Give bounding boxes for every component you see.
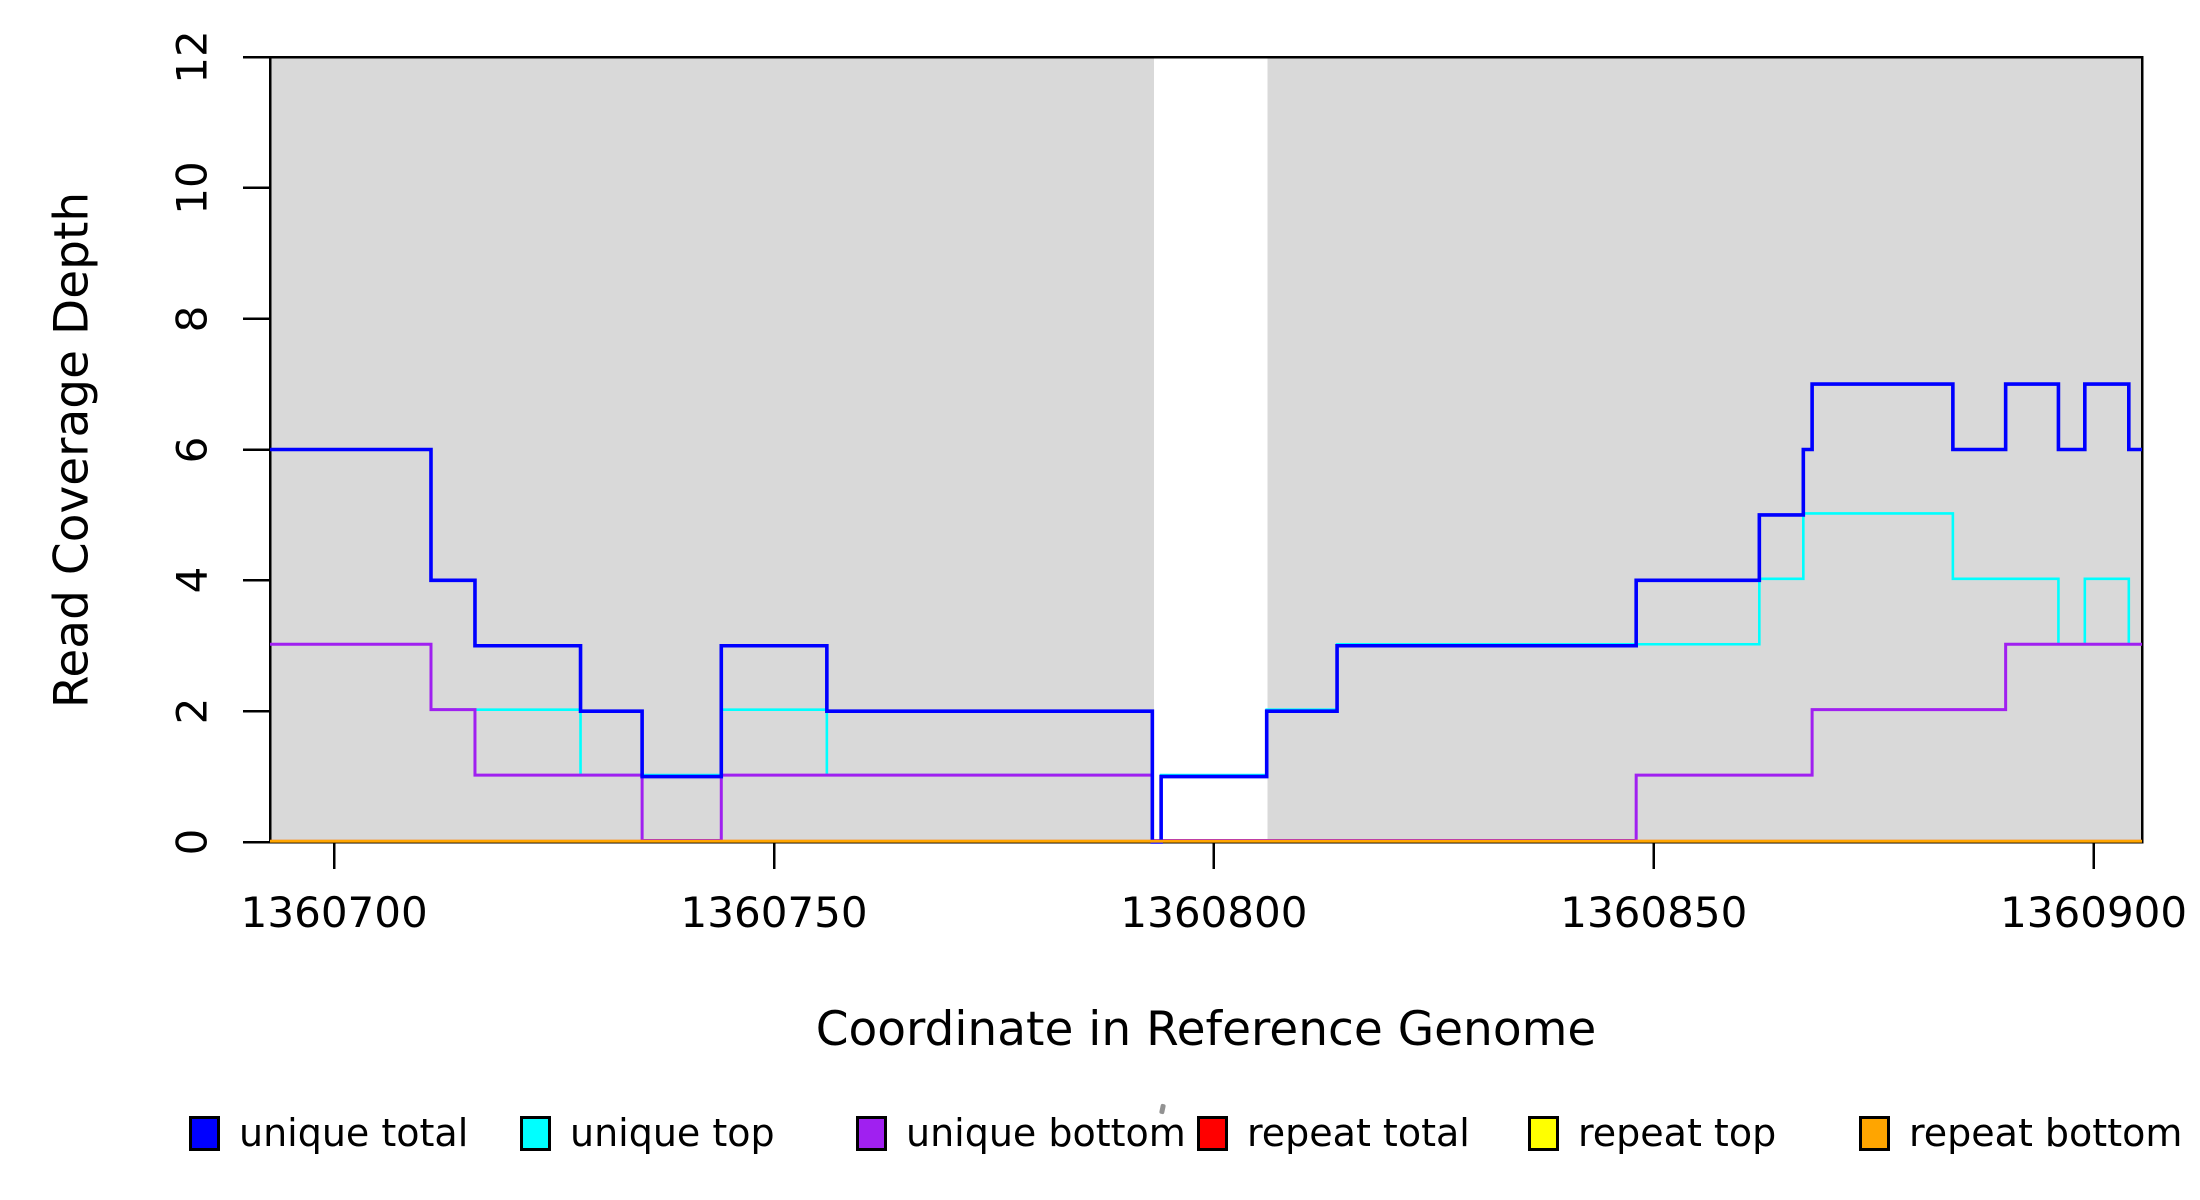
y-tick-label: 4: [167, 566, 217, 594]
unique-top-swatch-icon: [520, 1115, 551, 1151]
legend-label: repeat top: [1578, 1111, 1777, 1155]
legend-label: repeat bottom: [1909, 1111, 2183, 1155]
x-tick-label: 1360900: [2000, 888, 2188, 937]
y-axis-title: Read Coverage Depth: [44, 191, 100, 709]
x-tick-label: 1360850: [1560, 888, 1748, 937]
legend-item-unique-total: unique total: [189, 1111, 469, 1155]
y-tick-label: 2: [167, 697, 217, 725]
legend-item-repeat-total: repeat total: [1197, 1111, 1470, 1155]
legend-item-unique-bottom: unique bottom: [856, 1111, 1186, 1155]
y-tick-label: 0: [167, 828, 217, 856]
shaded-region: [1267, 57, 2142, 842]
legend-label: unique top: [570, 1111, 775, 1155]
repeat-total-swatch-icon: [1197, 1115, 1228, 1151]
y-tick-label: 12: [167, 30, 217, 84]
y-tick-label: 8: [167, 305, 217, 333]
y-tick-label: 6: [167, 436, 217, 463]
series-unique-bottom-line: [270, 642, 2142, 842]
series-unique-total-line: [270, 382, 2142, 844]
legend-item-repeat-top: repeat top: [1528, 1111, 1777, 1155]
x-axis-title: Coordinate in Reference Genome: [815, 1002, 1597, 1057]
repeat-bottom-swatch-icon: [1859, 1115, 1890, 1151]
repeat-top-swatch-icon: [1528, 1115, 1559, 1151]
unique-total-swatch-icon: [189, 1115, 220, 1151]
y-tick-label: 10: [167, 161, 217, 215]
x-tick-label: 1360700: [240, 888, 428, 937]
legend-label: repeat total: [1247, 1111, 1470, 1155]
x-tick-label: 1360750: [680, 888, 868, 937]
legend-label: unique total: [239, 1111, 469, 1155]
unique-bottom-swatch-icon: [856, 1115, 887, 1151]
legend-item-repeat-bottom: repeat bottom: [1859, 1111, 2183, 1155]
x-tick-label: 1360800: [1120, 888, 1308, 937]
legend-label: unique bottom: [906, 1111, 1186, 1155]
legend-item-unique-top: unique top: [520, 1111, 775, 1155]
